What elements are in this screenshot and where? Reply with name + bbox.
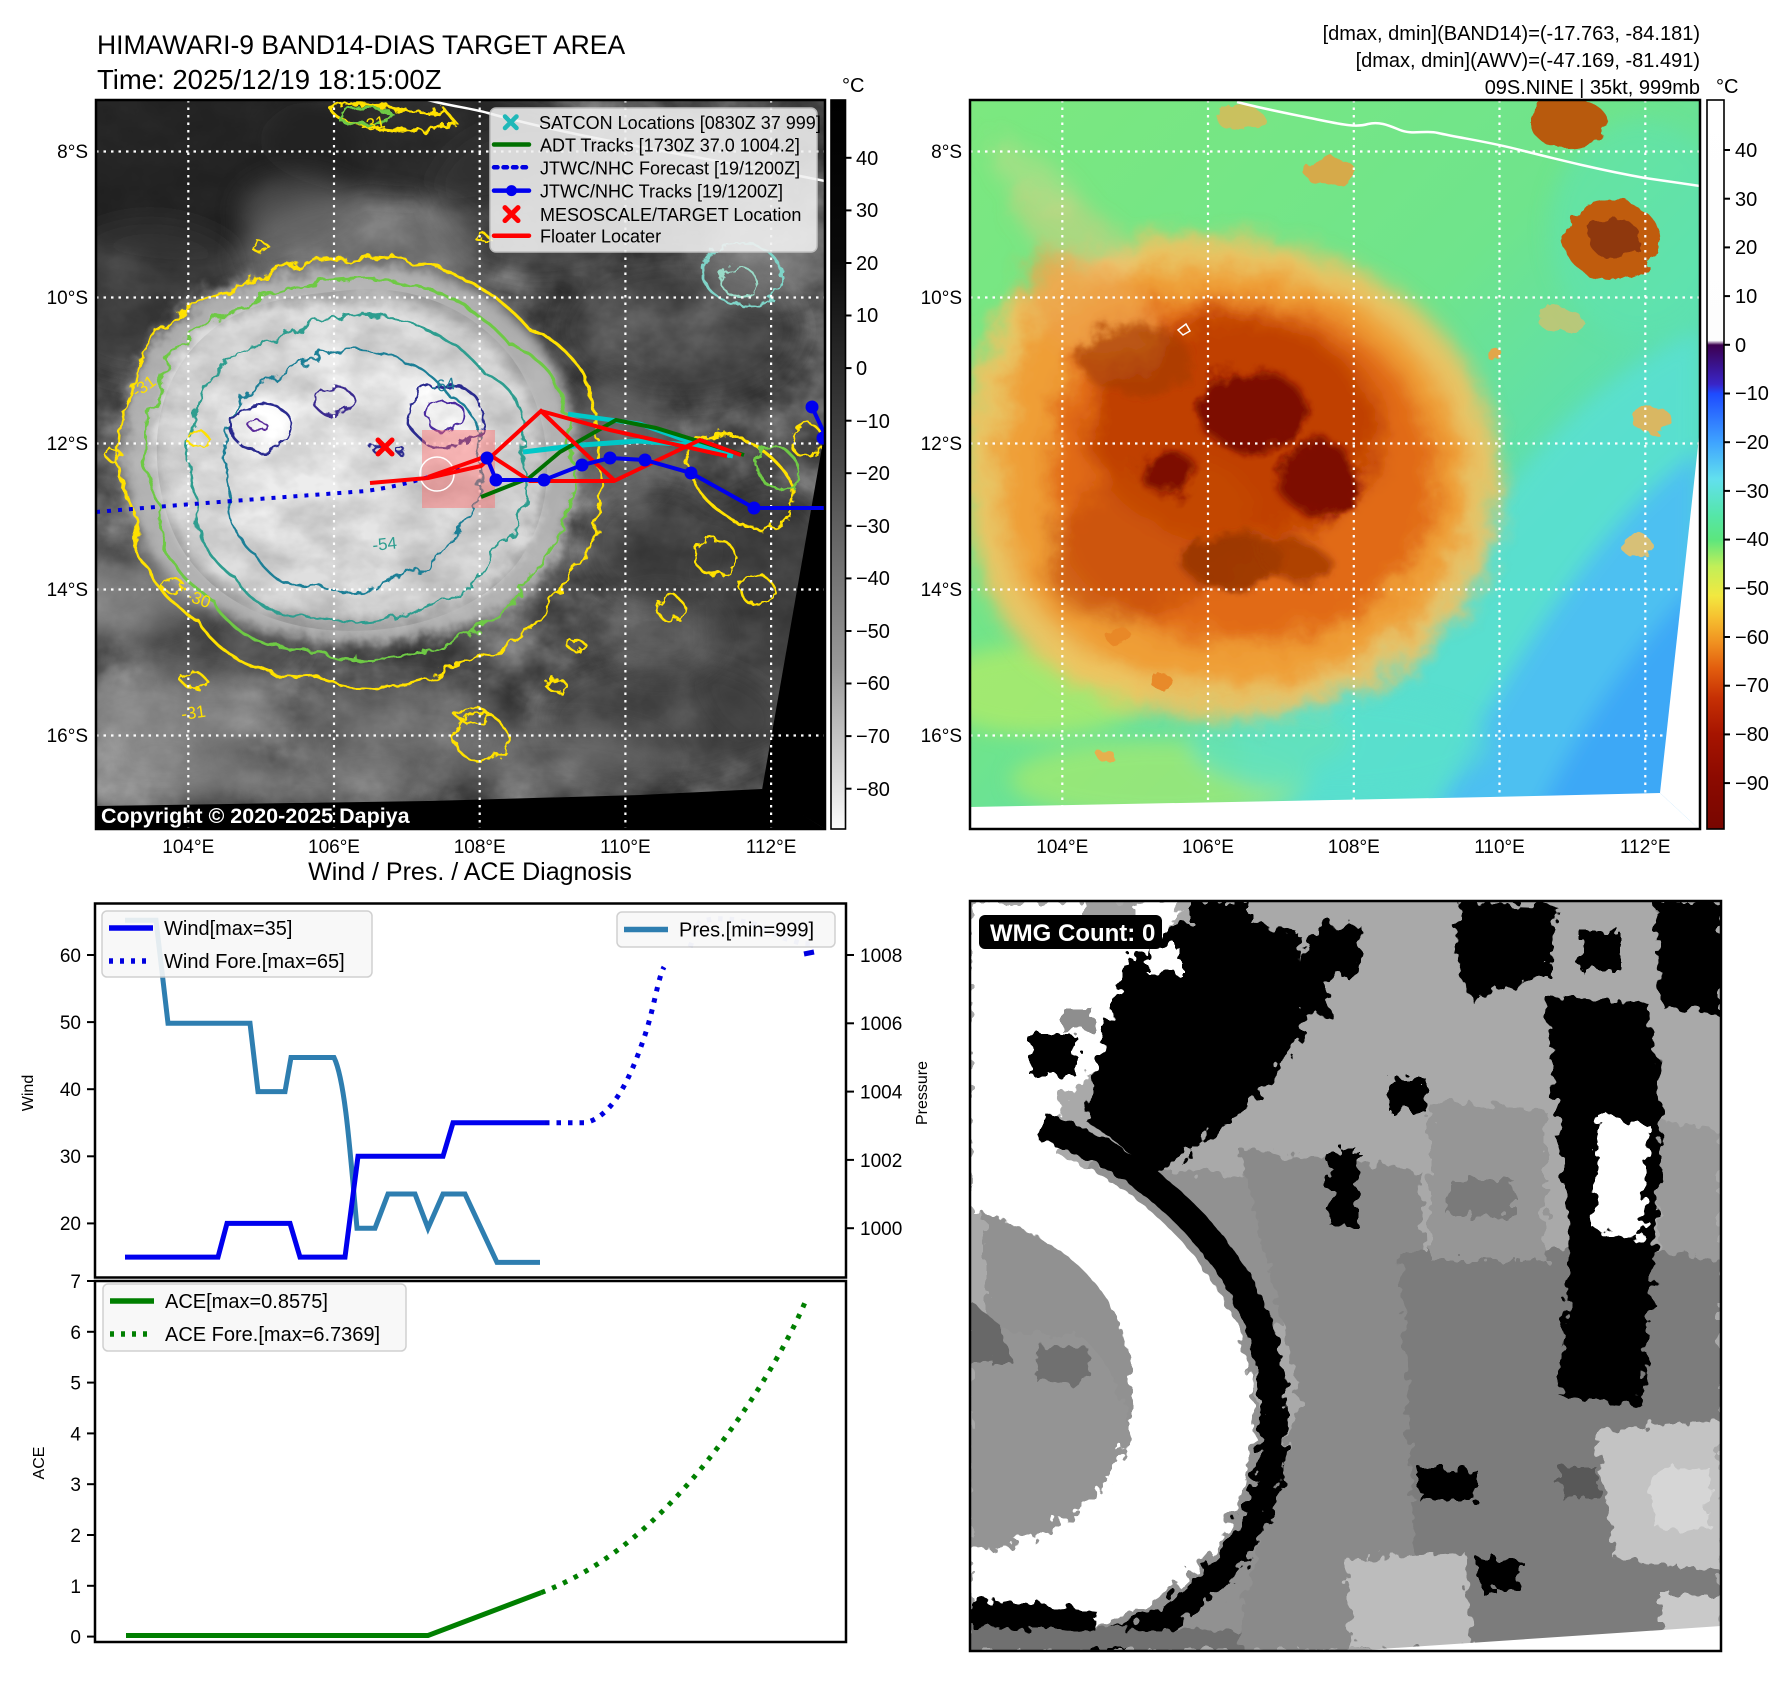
svg-text:20: 20 [60, 1214, 81, 1235]
svg-text:104°E: 104°E [1036, 837, 1088, 858]
svg-text:16°S: 16°S [47, 726, 88, 747]
svg-text:112°E: 112°E [1620, 837, 1671, 858]
svg-text:−60: −60 [1735, 627, 1769, 649]
svg-text:110°E: 110°E [600, 837, 651, 858]
svg-text:110°E: 110°E [1474, 837, 1525, 858]
svg-text:Wind: Wind [20, 1075, 37, 1111]
svg-text:6: 6 [70, 1323, 81, 1344]
svg-text:8°S: 8°S [931, 142, 962, 163]
svg-text:JTWC/NHC Forecast [19/1200Z]: JTWC/NHC Forecast [19/1200Z] [540, 158, 800, 178]
svg-text:ACE: ACE [31, 1447, 48, 1480]
svg-text:Wind[max=35]: Wind[max=35] [164, 918, 292, 940]
svg-text:JTWC/NHC Tracks [19/1200Z]: JTWC/NHC Tracks [19/1200Z] [540, 182, 783, 202]
svg-text:SATCON Locations [0830Z 37 999: SATCON Locations [0830Z 37 999] [539, 113, 821, 133]
svg-text:10°S: 10°S [47, 288, 88, 309]
svg-text:−70: −70 [1735, 675, 1769, 697]
svg-text:112°E: 112°E [746, 837, 797, 858]
svg-text:−40: −40 [1735, 529, 1769, 551]
svg-text:8°S: 8°S [57, 142, 88, 163]
svg-text:0: 0 [1735, 335, 1746, 357]
svg-text:1002: 1002 [860, 1151, 902, 1172]
svg-text:1000: 1000 [860, 1219, 902, 1240]
svg-text:Floater Locater: Floater Locater [540, 227, 661, 247]
svg-text:106°E: 106°E [308, 837, 360, 858]
svg-text:−30: −30 [856, 516, 890, 538]
svg-text:−50: −50 [856, 621, 890, 643]
svg-text:1008: 1008 [860, 946, 902, 967]
svg-text:−80: −80 [856, 779, 890, 801]
svg-text:0: 0 [856, 358, 867, 380]
svg-text:106°E: 106°E [1182, 837, 1234, 858]
svg-text:30: 30 [1735, 189, 1757, 211]
svg-text:−60: −60 [856, 673, 890, 695]
svg-text:10: 10 [856, 305, 878, 327]
svg-text:−70: −70 [856, 726, 890, 748]
svg-text:−90: −90 [1735, 773, 1769, 795]
svg-text:-31: -31 [180, 702, 207, 724]
svg-text:104°E: 104°E [162, 837, 214, 858]
svg-text:-64: -64 [429, 374, 457, 397]
svg-text:−20: −20 [1735, 432, 1769, 454]
svg-text:Wind Fore.[max=65]: Wind Fore.[max=65] [164, 951, 345, 973]
svg-text:40: 40 [1735, 140, 1757, 162]
svg-text:1: 1 [70, 1577, 81, 1598]
svg-text:5: 5 [70, 1374, 81, 1395]
svg-text:1006: 1006 [860, 1014, 902, 1035]
svg-text:−20: −20 [856, 463, 890, 485]
svg-text:30: 30 [60, 1147, 81, 1168]
svg-text:40: 40 [60, 1080, 81, 1101]
svg-text:2: 2 [70, 1526, 81, 1547]
svg-text:60: 60 [60, 946, 81, 967]
svg-text:Pressure: Pressure [914, 1061, 931, 1125]
svg-text:30: 30 [856, 200, 878, 222]
svg-text:-54: -54 [371, 534, 397, 555]
svg-text:7: 7 [70, 1272, 81, 1293]
svg-text:−40: −40 [856, 568, 890, 590]
svg-text:50: 50 [60, 1013, 81, 1034]
svg-text:Pres.[min=999]: Pres.[min=999] [679, 920, 814, 942]
svg-text:14°S: 14°S [47, 580, 88, 601]
svg-text:14°S: 14°S [921, 580, 962, 601]
svg-text:ACE[max=0.8575]: ACE[max=0.8575] [165, 1291, 328, 1313]
svg-text:3: 3 [70, 1475, 81, 1496]
svg-text:ACE Fore.[max=6.7369]: ACE Fore.[max=6.7369] [165, 1324, 380, 1346]
svg-text:10°S: 10°S [921, 288, 962, 309]
svg-text:Copyright © 2020-2025 Dapiya: Copyright © 2020-2025 Dapiya [101, 804, 411, 828]
svg-text:MESOSCALE/TARGET Location: MESOSCALE/TARGET Location [540, 205, 801, 225]
svg-text:-31: -31 [359, 112, 387, 136]
svg-text:−50: −50 [1735, 578, 1769, 600]
svg-text:10: 10 [1735, 286, 1757, 308]
svg-text:0: 0 [70, 1628, 81, 1649]
svg-text:WMG Count: 0: WMG Count: 0 [990, 920, 1155, 947]
svg-text:108°E: 108°E [454, 837, 506, 858]
svg-text:−10: −10 [1735, 383, 1769, 405]
svg-text:16°S: 16°S [921, 726, 962, 747]
svg-text:−10: −10 [856, 411, 890, 433]
svg-text:12°S: 12°S [47, 434, 88, 455]
svg-text:4: 4 [70, 1424, 81, 1445]
svg-text:ADT Tracks [1730Z 37.0 1004.2]: ADT Tracks [1730Z 37.0 1004.2] [540, 136, 800, 156]
svg-text:1004: 1004 [860, 1083, 903, 1104]
svg-text:40: 40 [856, 148, 878, 170]
svg-text:−30: −30 [1735, 481, 1769, 503]
svg-text:−80: −80 [1735, 724, 1769, 746]
svg-text:20: 20 [856, 253, 878, 275]
svg-text:108°E: 108°E [1328, 837, 1380, 858]
svg-text:20: 20 [1735, 237, 1757, 259]
svg-text:12°S: 12°S [921, 434, 962, 455]
